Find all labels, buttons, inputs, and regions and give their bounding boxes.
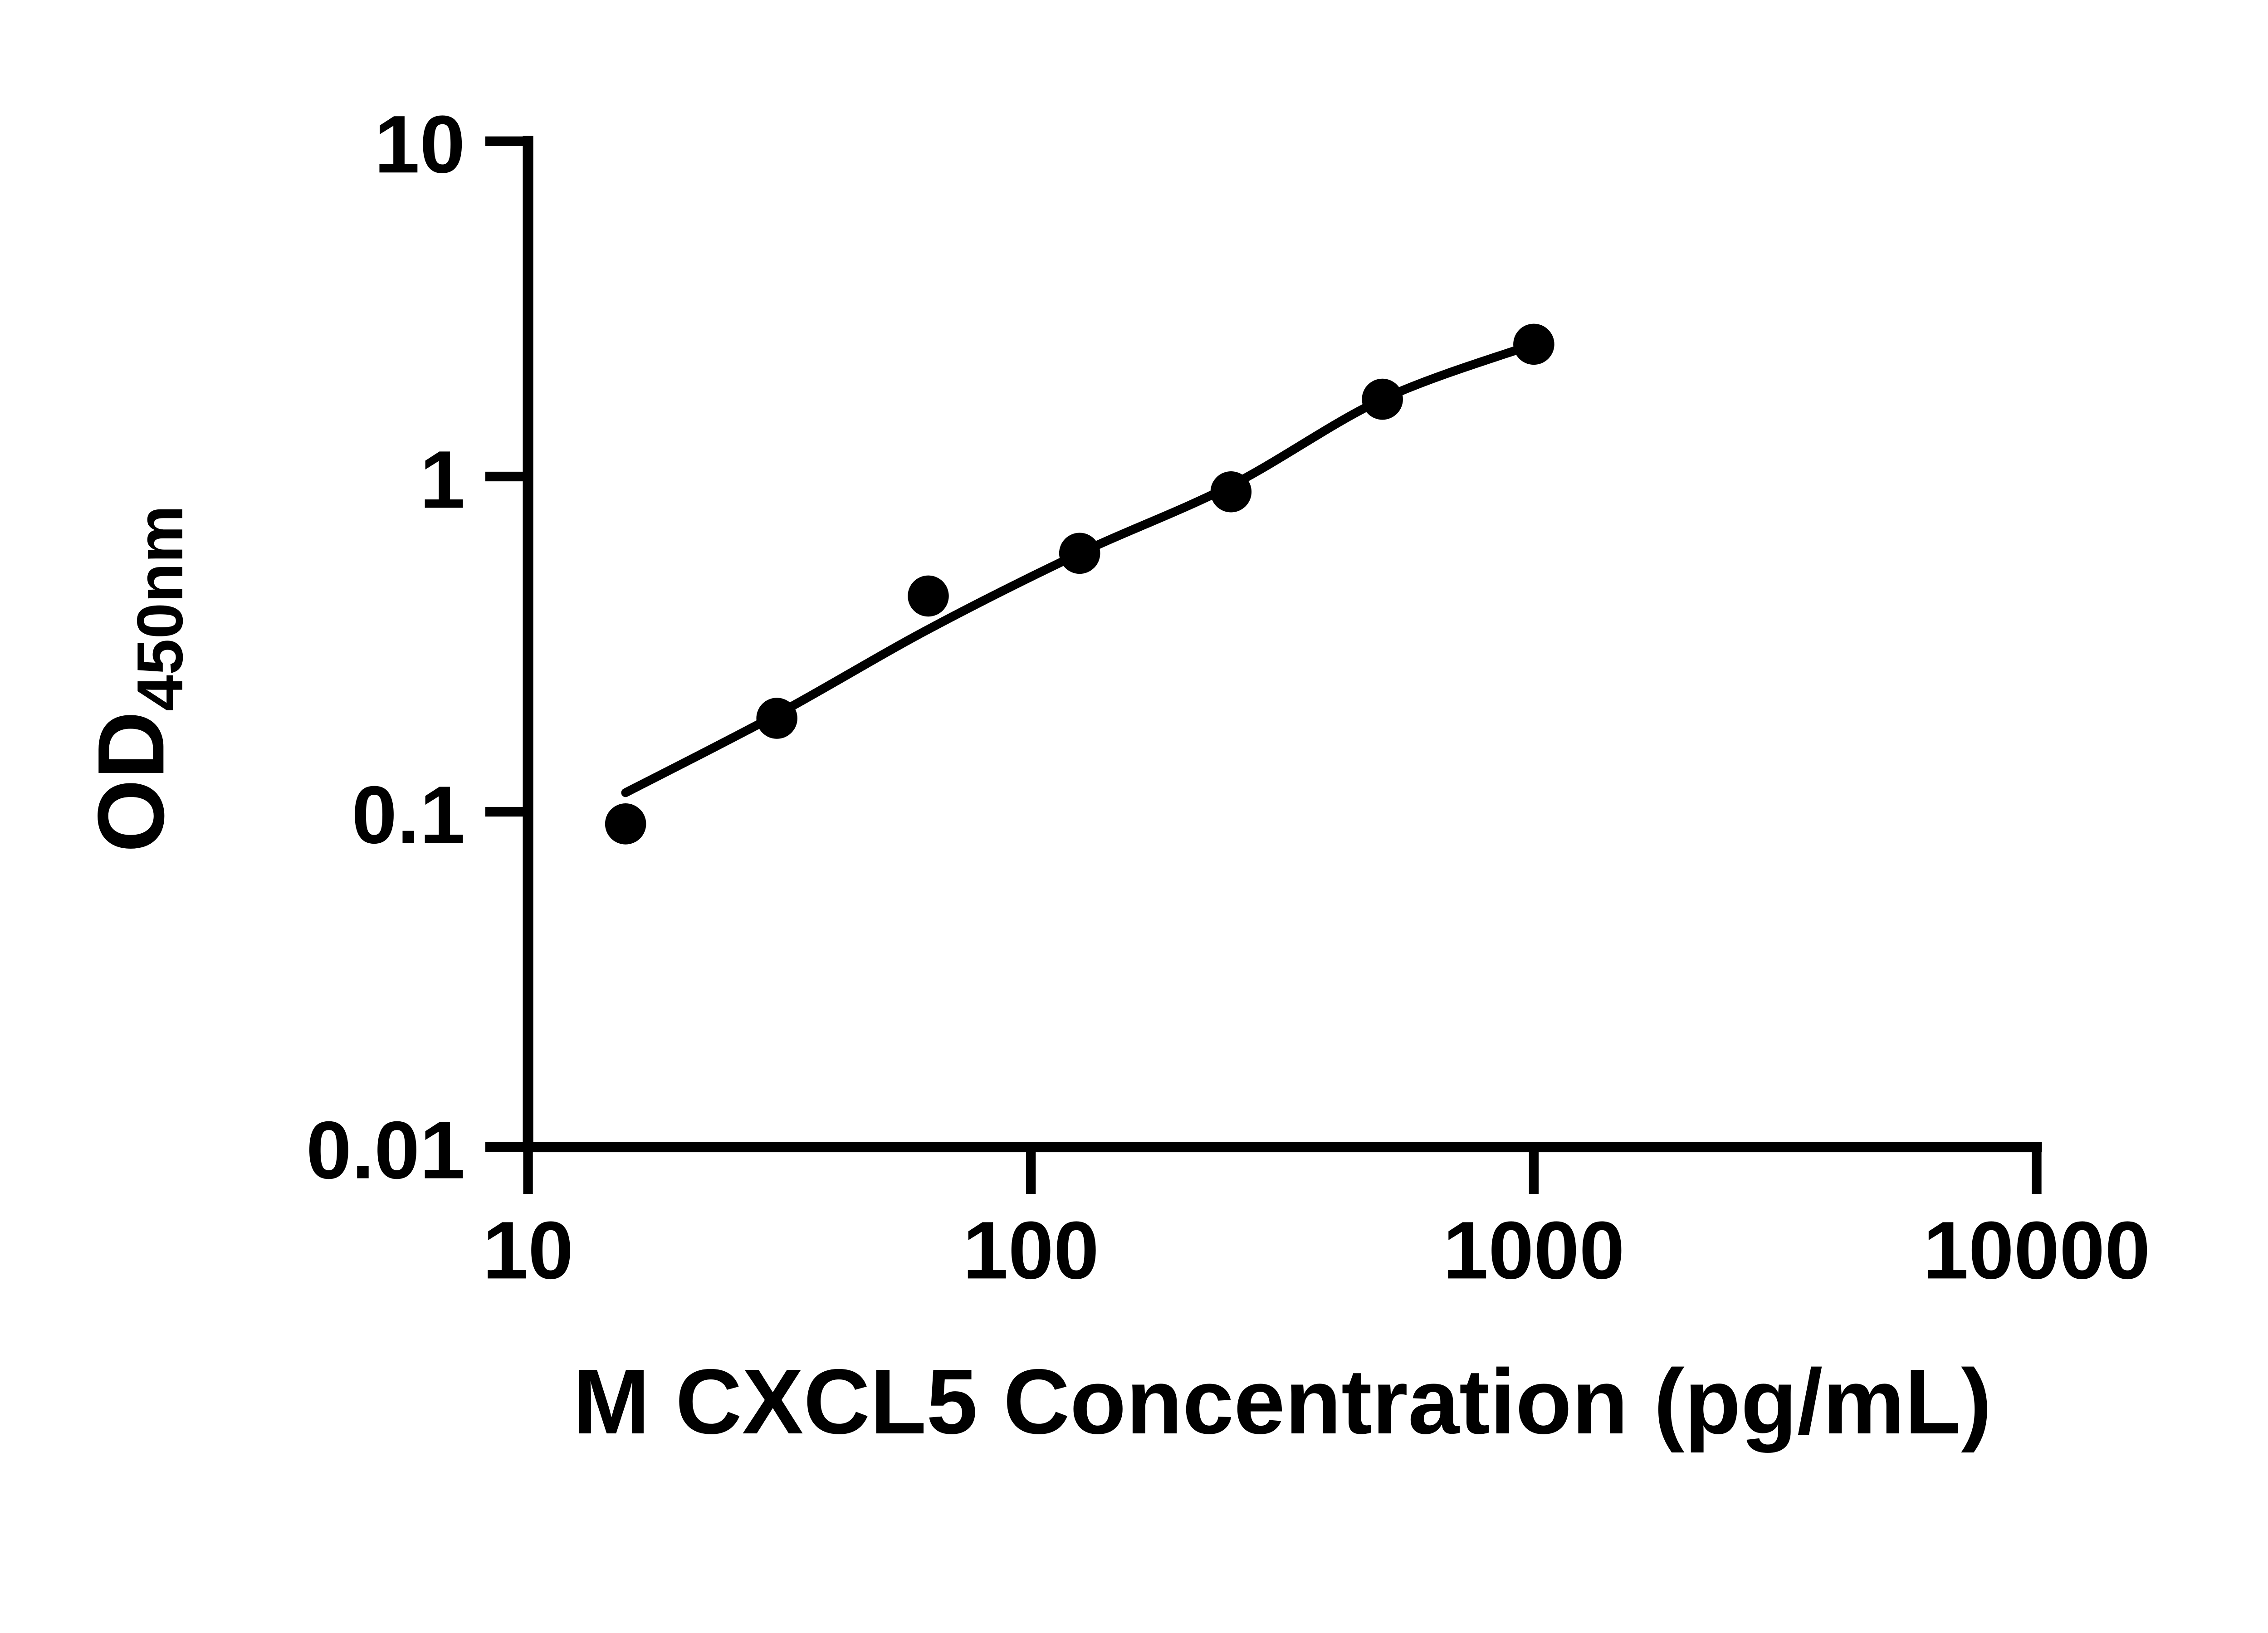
data-point-1 [605, 803, 646, 845]
y-tick-label-0.1: 0.1 [352, 769, 465, 861]
data-point-6 [1362, 378, 1403, 420]
y-axis-title-main: OD [78, 711, 184, 853]
x-tick-label-10000: 10000 [1923, 1205, 2151, 1296]
data-point-7 [1513, 323, 1554, 365]
x-axis-title: M CXCL5 Concentration (pg/mL) [573, 1350, 1992, 1453]
y-tick-label-0.01: 0.01 [306, 1105, 465, 1196]
data-point-5 [1210, 471, 1252, 513]
y-axis-title: OD450nm [78, 505, 196, 852]
data-points [605, 323, 1554, 845]
y-tick-label-1: 1 [420, 434, 465, 525]
x-tick-label-1000: 1000 [1443, 1205, 1625, 1296]
x-tick-label-10: 10 [483, 1205, 573, 1296]
figure: 10 1 0.1 0.01 10 100 1000 10000 M CXCL5 Concent… [0, 0, 2268, 1509]
y-tick-label-10: 10 [374, 99, 465, 190]
y-axis-title-subscript: 450nm [124, 505, 196, 711]
x-tick-label-100: 100 [963, 1205, 1099, 1296]
data-point-4 [1059, 533, 1100, 574]
data-point-2 [756, 698, 797, 739]
axis-ticks [485, 136, 2042, 1194]
axes [523, 136, 2042, 1153]
figure-background [0, 0, 2268, 1509]
data-point-3 [908, 575, 949, 617]
